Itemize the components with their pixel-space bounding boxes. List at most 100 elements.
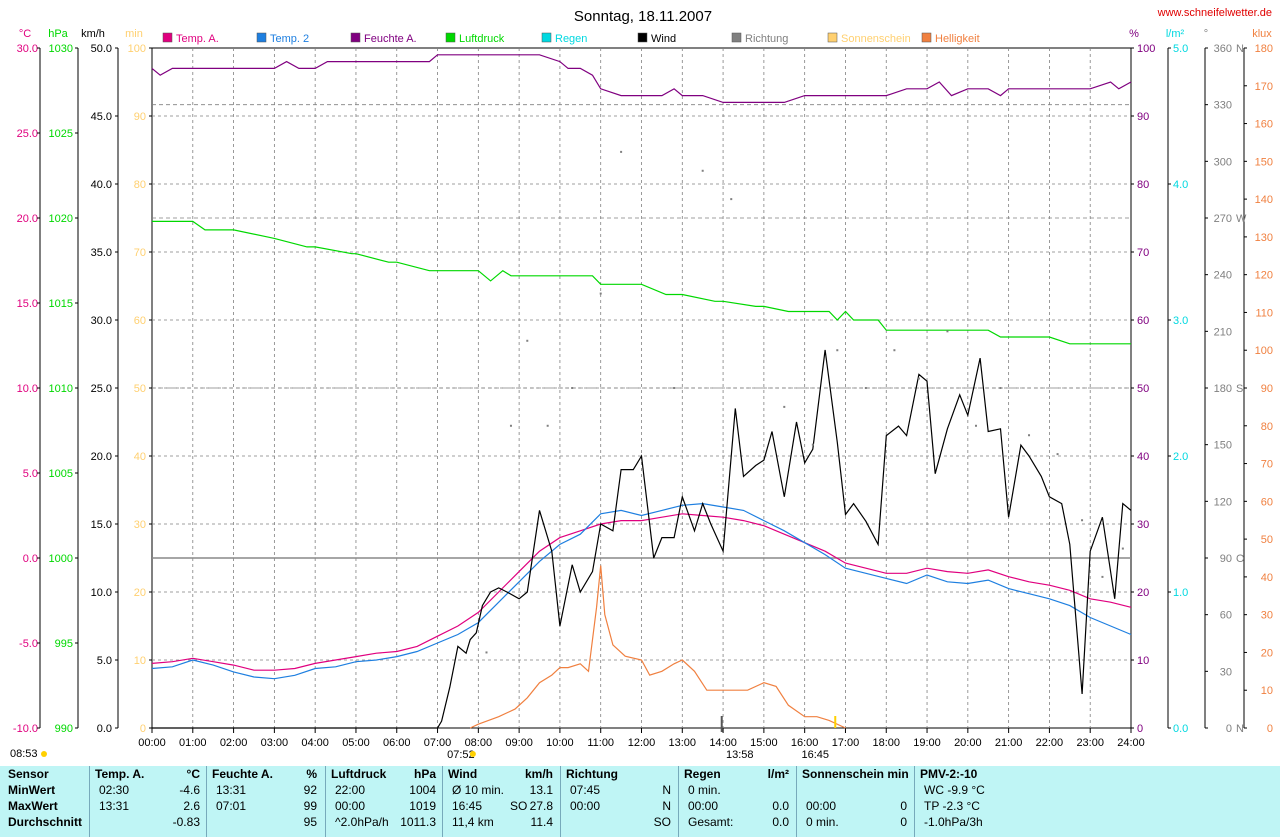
stats-cell: Temp. A. xyxy=(95,767,145,781)
legend-label: Temp. 2 xyxy=(270,33,309,45)
axis-tick-label-kmh: 10.0 xyxy=(91,587,112,599)
axis-tick-label-klux: 0 xyxy=(1267,723,1273,735)
chart-title: Sonntag, 18.11.2007 xyxy=(574,8,712,25)
axis-tick-label-temp: 20.0 xyxy=(17,213,38,225)
axis-tick-label-hpa: 1020 xyxy=(49,213,73,225)
axis-tick-label-min: 90 xyxy=(134,111,146,123)
stats-cell: Richtung xyxy=(566,767,618,781)
stats-cell: 11,4 km xyxy=(452,815,494,829)
stats-cell: Luftdruck xyxy=(331,767,387,781)
x-tick-label: 15:00 xyxy=(750,737,778,749)
axis-tick-label-dir: 180 xyxy=(1214,383,1232,395)
axis-tick-label-rain: 4.0 xyxy=(1173,179,1188,191)
dir-letter-label: S xyxy=(1236,383,1243,395)
axis-tick-label-pct: 40 xyxy=(1137,451,1149,463)
stats-cell: 1019 xyxy=(409,799,436,813)
axis-tick-label-dir: 330 xyxy=(1214,100,1232,112)
axis-tick-label-dir: 240 xyxy=(1214,270,1232,282)
axis-tick-label-pct: 70 xyxy=(1137,247,1149,259)
stats-separator xyxy=(678,766,679,837)
x-tick-label: 08:00 xyxy=(465,737,493,749)
legend-label: Sonnenschein xyxy=(841,33,911,45)
stats-cell: 0 xyxy=(900,799,907,813)
axis-tick-label-kmh: 25.0 xyxy=(91,383,112,395)
stats-cell: Wind xyxy=(448,767,478,781)
markers: 07:52 16:45 13:58 08:53 xyxy=(10,716,837,761)
stats-cell: 95 xyxy=(303,815,317,829)
axis-tick-label-dir: 150 xyxy=(1214,440,1232,452)
axis-tick-label-hpa: 990 xyxy=(55,723,73,735)
stats-cell: 0.0 xyxy=(772,815,789,829)
grid: 00:00 01:00 02:00 03:00 04:00 05:00 06:00 07:00… xyxy=(138,47,1145,749)
stats-cell: 16:45 xyxy=(452,799,483,813)
axis-tick-label-min: 80 xyxy=(134,179,146,191)
richtung-point xyxy=(1121,547,1124,550)
x-tick-label: 13:00 xyxy=(669,737,697,749)
stats-cell: 11.4 xyxy=(530,815,553,829)
axis-tick-label-pct: 0 xyxy=(1137,723,1143,735)
richtung-point xyxy=(509,424,512,427)
series-line-temp-a- xyxy=(151,513,1132,671)
x-tick-label: 12:00 xyxy=(628,737,656,749)
axis-tick-label-pct: 90 xyxy=(1137,111,1149,123)
legend-swatch xyxy=(637,32,648,43)
axis-tick-label-kmh: 30.0 xyxy=(91,315,112,327)
axis-tick-label-dir: 270 xyxy=(1214,213,1232,225)
axis-tick-label-temp: -5.0 xyxy=(19,638,38,650)
axis-tick-label-min: 10 xyxy=(134,655,146,667)
axis-tick-label-temp: 30.0 xyxy=(17,43,38,55)
axis-tick-label-rain: 2.0 xyxy=(1173,451,1188,463)
richtung-point xyxy=(526,339,529,342)
axis-tick-label-temp: 15.0 xyxy=(17,298,38,310)
axis-tick-label-klux: 140 xyxy=(1255,194,1273,206)
x-tick-label: 22:00 xyxy=(1036,737,1064,749)
stats-cell: Sonnenschein min xyxy=(802,767,909,781)
axis-tick-label-dir: 90 xyxy=(1220,553,1232,565)
axis-tick-label-min: 50 xyxy=(134,383,146,395)
richtung-point xyxy=(864,387,867,389)
richtung-point xyxy=(701,169,704,172)
x-tick-label: 04:00 xyxy=(301,737,329,749)
series-line-wind xyxy=(152,349,1132,729)
x-tick-label: 20:00 xyxy=(954,737,982,749)
axis-tick-label-klux: 90 xyxy=(1261,383,1273,395)
axis-unit-pct: % xyxy=(1129,28,1139,40)
axis-tick-label-temp: 5.0 xyxy=(23,468,38,480)
stats-separator xyxy=(914,766,915,837)
axis-tick-label-kmh: 15.0 xyxy=(91,519,112,531)
axis-tick-label-klux: 150 xyxy=(1255,156,1273,168)
sunset-time: 16:45 xyxy=(801,749,829,761)
stats-cell: 1011.3 xyxy=(400,815,436,829)
stats-cell: N xyxy=(662,783,671,797)
site-link[interactable]: www.schneifelwetter.de xyxy=(1157,7,1272,19)
x-tick-label: 24:00 xyxy=(1117,737,1145,749)
sunrise-icon xyxy=(469,751,476,757)
x-tick-label: 10:00 xyxy=(546,737,574,749)
axis-tick-label-pct: 30 xyxy=(1137,519,1149,531)
stats-cell: 00:00 xyxy=(335,799,366,813)
axis-tick-label-dir: 300 xyxy=(1214,156,1232,168)
richtung-point xyxy=(836,349,839,352)
stats-cell: 00:00 xyxy=(570,799,601,813)
richtung-point xyxy=(783,405,786,408)
stats-cell: 13:31 xyxy=(216,783,247,797)
legend-label: Helligkeit xyxy=(935,33,980,45)
legend-swatch xyxy=(541,32,552,43)
axis-tick-label-dir: 360 xyxy=(1214,43,1232,55)
axis-tick-label-dir: 210 xyxy=(1214,326,1232,338)
stats-cell: 99 xyxy=(303,799,317,813)
stats-column: Regen l/m² 0 min. 00:00 Gesamt: 0.0 0.0 xyxy=(684,766,789,837)
stats-cell: N xyxy=(662,799,671,813)
dir-letter-label: W xyxy=(1236,213,1247,225)
stats-cell: 0 min. xyxy=(688,783,721,797)
richtung-point xyxy=(599,292,602,295)
axis-tick-label-kmh: 50.0 xyxy=(91,43,112,55)
x-tick-label: 21:00 xyxy=(995,737,1023,749)
richtung-point xyxy=(917,377,920,380)
axis-tick-label-klux: 40 xyxy=(1261,572,1273,584)
axis-tick-label-rain: 1.0 xyxy=(1173,587,1188,599)
axis-tick-label-kmh: 0.0 xyxy=(97,723,112,735)
legend-label: Luftdruck xyxy=(459,33,505,45)
stats-cell: PMV-2:-10 xyxy=(920,767,978,781)
stats-cell: Gesamt: xyxy=(688,815,734,829)
